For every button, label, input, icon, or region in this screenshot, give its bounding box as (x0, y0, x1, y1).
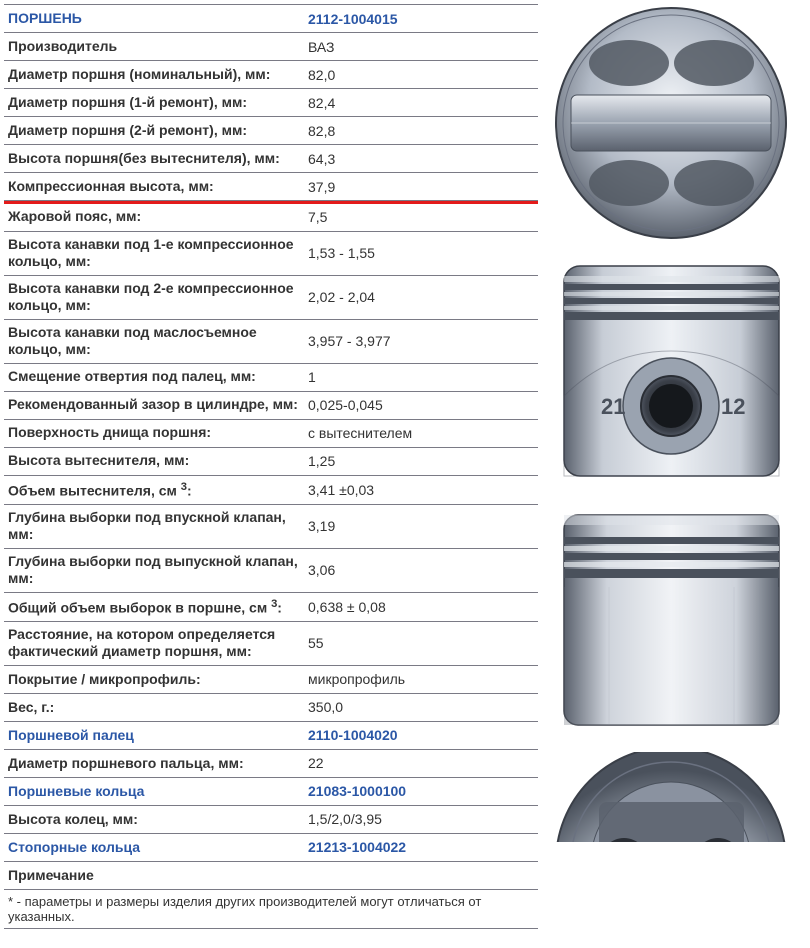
spec-value: 22 (304, 751, 538, 775)
piston-top-view (546, 8, 796, 238)
footnote: * - параметры и размеры изделия других п… (4, 890, 538, 929)
spec-row: Общий объем выборок в поршне, см 3:0,638… (4, 593, 538, 622)
spec-value: 2,02 - 2,04 (304, 285, 538, 309)
spec-row: Вес, г.:350,0 (4, 694, 538, 722)
svg-text:21: 21 (601, 394, 625, 419)
spec-row: Покрытие / микропрофиль:микропрофиль (4, 666, 538, 694)
spec-row: Смещение отвертия под палец, мм:1 (4, 364, 538, 392)
spec-value[interactable]: 21213-1004022 (304, 835, 538, 859)
spec-row: Глубина выборки под впускной клапан, мм:… (4, 505, 538, 549)
spec-label: Высота поршня(без вытеснителя), мм: (4, 146, 304, 172)
spec-value: 0,638 ± 0,08 (304, 595, 538, 619)
page-container: ПОРШЕНЬ 2112-1004015 ПроизводительВАЗДиа… (4, 4, 806, 929)
spec-row: Высота колец, мм:1,5/2,0/3,95 (4, 806, 538, 834)
header-value[interactable]: 2112-1004015 (304, 7, 538, 31)
spec-row: Глубина выборки под выпускной клапан, мм… (4, 549, 538, 593)
spec-label: Компрессионная высота, мм: (4, 174, 304, 200)
spec-row: Стопорные кольца21213-1004022 (4, 834, 538, 862)
svg-text:12: 12 (721, 394, 745, 419)
spec-label: Общий объем выборок в поршне, см 3: (4, 593, 304, 621)
spec-value: с вытеснителем (304, 421, 538, 445)
spec-label: Смещение отвертия под палец, мм: (4, 364, 304, 390)
spec-row: ПроизводительВАЗ (4, 33, 538, 61)
spec-value: 1,53 - 1,55 (304, 241, 538, 265)
spec-label: Жаровой пояс, мм: (4, 204, 304, 230)
spec-row: Поршневые кольца21083-1000100 (4, 778, 538, 806)
spec-row: Жаровой пояс, мм:7,5 (4, 204, 538, 232)
spec-label: Высота канавки под маслосъемное кольцо, … (4, 320, 304, 363)
spec-value[interactable]: 21083-1000100 (304, 779, 538, 803)
spec-label: Высота колец, мм: (4, 807, 304, 833)
spec-row: Объем вытеснителя, см 3:3,41 ±0,03 (4, 476, 538, 505)
spec-row: Примечание (4, 862, 538, 890)
spec-label: Расстояние, на котором определяется факт… (4, 622, 304, 665)
spec-row: Поверхность днища поршня:с вытеснителем (4, 420, 538, 448)
spec-row: Высота канавки под 1-е компрессионное ко… (4, 232, 538, 276)
piston-side-pin-view: 21 12 (546, 256, 796, 486)
spec-label: Высота канавки под 1-е компрессионное ко… (4, 232, 304, 275)
spec-value: 82,0 (304, 63, 538, 87)
spec-value: микропрофиль (304, 667, 538, 691)
spec-row: Высота поршня(без вытеснителя), мм:64,3 (4, 145, 538, 173)
spec-value: 1,5/2,0/3,95 (304, 807, 538, 831)
image-column: 21 12 (546, 4, 806, 929)
spec-value: 3,19 (304, 514, 538, 538)
spec-label[interactable]: Поршневой палец (4, 723, 304, 749)
spec-label: Диаметр поршня (номинальный), мм: (4, 62, 304, 88)
spec-value: 350,0 (304, 695, 538, 719)
spec-row: Поршневой палец2110-1004020 (4, 722, 538, 750)
spec-row: Расстояние, на котором определяется факт… (4, 622, 538, 666)
spec-value: 0,025-0,045 (304, 393, 538, 417)
spec-label: Глубина выборки под впускной клапан, мм: (4, 505, 304, 548)
spec-value: 55 (304, 631, 538, 655)
spec-value: 3,06 (304, 558, 538, 582)
spec-value: ВАЗ (304, 35, 538, 59)
spec-value (304, 871, 538, 879)
spec-label: Диаметр поршня (2-й ремонт), мм: (4, 118, 304, 144)
spec-row: Диаметр поршня (номинальный), мм:82,0 (4, 61, 538, 89)
spec-row: Рекомендованный зазор в цилиндре, мм:0,0… (4, 392, 538, 420)
spec-label[interactable]: Поршневые кольца (4, 779, 304, 805)
header-label[interactable]: ПОРШЕНЬ (4, 6, 304, 32)
spec-label: Поверхность днища поршня: (4, 420, 304, 446)
header-row: ПОРШЕНЬ 2112-1004015 (4, 5, 538, 33)
spec-row: Компрессионная высота, мм:37,9 (4, 173, 538, 201)
spec-table: ПОРШЕНЬ 2112-1004015 ПроизводительВАЗДиа… (4, 4, 538, 929)
spec-value: 1,25 (304, 449, 538, 473)
piston-bottom-view (546, 752, 796, 842)
spec-row: Диаметр поршня (2-й ремонт), мм:82,8 (4, 117, 538, 145)
spec-value: 7,5 (304, 205, 538, 229)
spec-label: Рекомендованный зазор в цилиндре, мм: (4, 392, 304, 418)
spec-label: Покрытие / микропрофиль: (4, 667, 304, 693)
spec-row: Диаметр поршневого пальца, мм:22 (4, 750, 538, 778)
piston-side-rings-view (546, 504, 796, 734)
spec-row: Высота канавки под маслосъемное кольцо, … (4, 320, 538, 364)
spec-label: Примечание (4, 863, 304, 889)
spec-value: 82,4 (304, 91, 538, 115)
spec-value: 1 (304, 365, 538, 389)
spec-label: Диаметр поршневого пальца, мм: (4, 751, 304, 777)
spec-value: 82,8 (304, 119, 538, 143)
spec-label: Высота канавки под 2-е компрессионное ко… (4, 276, 304, 319)
spec-label: Диаметр поршня (1-й ремонт), мм: (4, 90, 304, 116)
spec-label: Высота вытеснителя, мм: (4, 448, 304, 474)
spec-label: Объем вытеснителя, см 3: (4, 476, 304, 504)
spec-value: 3,41 ±0,03 (304, 478, 538, 502)
spec-value: 64,3 (304, 147, 538, 171)
spec-label[interactable]: Стопорные кольца (4, 835, 304, 861)
spec-row: Диаметр поршня (1-й ремонт), мм:82,4 (4, 89, 538, 117)
spec-label: Глубина выборки под выпускной клапан, мм… (4, 549, 304, 592)
spec-value[interactable]: 2110-1004020 (304, 723, 538, 747)
spec-label: Производитель (4, 34, 304, 60)
spec-label: Вес, г.: (4, 695, 304, 721)
spec-value: 3,957 - 3,977 (304, 329, 538, 353)
spec-value: 37,9 (304, 175, 538, 199)
spec-row: Высота канавки под 2-е компрессионное ко… (4, 276, 538, 320)
spec-row: Высота вытеснителя, мм:1,25 (4, 448, 538, 476)
